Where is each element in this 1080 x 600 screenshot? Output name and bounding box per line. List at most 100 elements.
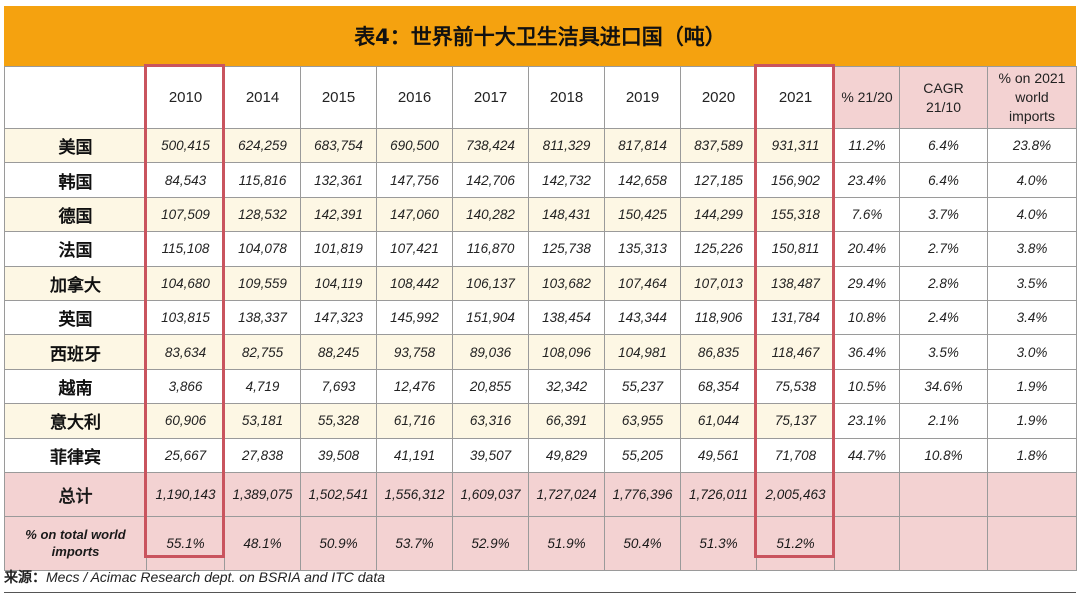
value-cell: 143,344 xyxy=(604,299,681,336)
share-cell: 3.4% xyxy=(987,299,1077,336)
value-cell: 811,329 xyxy=(528,127,605,164)
header-year: 2021 xyxy=(756,66,835,129)
world-share-cell: 50.9% xyxy=(300,515,377,571)
empty-cell xyxy=(834,515,900,571)
value-cell: 127,185 xyxy=(680,162,757,198)
empty-cell xyxy=(987,515,1077,571)
value-cell: 55,328 xyxy=(300,403,377,439)
value-cell: 690,500 xyxy=(376,127,453,164)
world-share-cell: 48.1% xyxy=(224,515,301,571)
value-cell: 12,476 xyxy=(376,368,453,405)
value-cell: 25,667 xyxy=(146,437,225,473)
value-cell: 41,191 xyxy=(376,437,453,473)
country-cell: 加拿大 xyxy=(4,265,147,301)
value-cell: 20,855 xyxy=(452,368,529,405)
share-cell: 1.9% xyxy=(987,368,1077,405)
value-cell: 104,680 xyxy=(146,265,225,301)
share-cell: 1.9% xyxy=(987,403,1077,439)
value-cell: 93,758 xyxy=(376,334,453,370)
country-cell: 西班牙 xyxy=(4,334,147,370)
total-row: 总计 1,190,143 1,389,075 1,502,541 1,556,312 1,… xyxy=(4,471,1077,517)
table-row: 韩国 84,543 115,816 132,361 147,756 142,706 142,… xyxy=(4,162,1077,198)
pct-cell: 23.1% xyxy=(834,403,900,439)
cagr-cell: 2.7% xyxy=(899,231,988,267)
source-label: 来源： xyxy=(4,570,46,586)
value-cell: 88,245 xyxy=(300,334,377,370)
value-cell: 142,658 xyxy=(604,162,681,198)
value-cell: 32,342 xyxy=(528,368,605,405)
header-row: 2010 2014 2015 2016 2017 2018 2019 2020 … xyxy=(4,66,1077,129)
total-value-cell: 1,776,396 xyxy=(604,471,681,517)
value-cell: 27,838 xyxy=(224,437,301,473)
value-cell: 148,431 xyxy=(528,196,605,233)
value-cell: 107,013 xyxy=(680,265,757,301)
cagr-cell: 6.4% xyxy=(899,127,988,164)
header-year: 2014 xyxy=(224,66,301,129)
header-world-share: % on 2021 world imports xyxy=(987,66,1077,129)
header-share-line: % on 2021 xyxy=(998,70,1066,86)
header-year: 2010 xyxy=(146,66,225,129)
value-cell: 142,732 xyxy=(528,162,605,198)
world-share-cell: 52.9% xyxy=(452,515,529,571)
value-cell: 624,259 xyxy=(224,127,301,164)
value-cell: 82,755 xyxy=(224,334,301,370)
value-cell: 108,442 xyxy=(376,265,453,301)
value-cell: 147,756 xyxy=(376,162,453,198)
value-cell: 49,561 xyxy=(680,437,757,473)
header-pct-21-20: % 21/20 xyxy=(834,66,900,129)
value-cell: 83,634 xyxy=(146,334,225,370)
value-cell: 116,870 xyxy=(452,231,529,267)
value-cell: 135,313 xyxy=(604,231,681,267)
country-cell: 法国 xyxy=(4,231,147,267)
value-cell: 118,906 xyxy=(680,299,757,336)
value-cell: 106,137 xyxy=(452,265,529,301)
value-cell: 131,784 xyxy=(756,299,835,336)
header-year: 2015 xyxy=(300,66,377,129)
value-cell: 63,955 xyxy=(604,403,681,439)
pct-cell: 23.4% xyxy=(834,162,900,198)
value-cell: 39,507 xyxy=(452,437,529,473)
value-cell: 104,078 xyxy=(224,231,301,267)
header-year: 2017 xyxy=(452,66,529,129)
header-cagr-line: CAGR xyxy=(923,79,964,96)
country-cell: 越南 xyxy=(4,368,147,405)
header-cagr: CAGR 21/10 xyxy=(899,66,988,129)
value-cell: 104,119 xyxy=(300,265,377,301)
value-cell: 89,036 xyxy=(452,334,529,370)
total-value-cell: 1,389,075 xyxy=(224,471,301,517)
value-cell: 103,815 xyxy=(146,299,225,336)
share-cell: 3.0% xyxy=(987,334,1077,370)
value-cell: 3,866 xyxy=(146,368,225,405)
world-share-cell: 51.9% xyxy=(528,515,605,571)
table-row: 西班牙 83,634 82,755 88,245 93,758 89,036 108,096… xyxy=(4,334,1077,370)
value-cell: 63,316 xyxy=(452,403,529,439)
pct-cell: 10.5% xyxy=(834,368,900,405)
header-share-line: world xyxy=(1015,89,1049,105)
value-cell: 125,738 xyxy=(528,231,605,267)
value-cell: 138,337 xyxy=(224,299,301,336)
pct-cell: 10.8% xyxy=(834,299,900,336)
table-row: 法国 115,108 104,078 101,819 107,421 116,870 125… xyxy=(4,231,1077,267)
country-cell: 英国 xyxy=(4,299,147,336)
value-cell: 55,205 xyxy=(604,437,681,473)
value-cell: 142,706 xyxy=(452,162,529,198)
header-year: 2019 xyxy=(604,66,681,129)
empty-cell xyxy=(987,471,1077,517)
total-value-cell: 2,005,463 xyxy=(756,471,835,517)
value-cell: 155,318 xyxy=(756,196,835,233)
world-share-label: % on total world imports xyxy=(4,515,147,571)
value-cell: 53,181 xyxy=(224,403,301,439)
pct-cell: 7.6% xyxy=(834,196,900,233)
value-cell: 738,424 xyxy=(452,127,529,164)
header-share-line: imports xyxy=(1009,108,1055,124)
value-cell: 108,096 xyxy=(528,334,605,370)
value-cell: 4,719 xyxy=(224,368,301,405)
value-cell: 151,904 xyxy=(452,299,529,336)
value-cell: 71,708 xyxy=(756,437,835,473)
pct-cell: 36.4% xyxy=(834,334,900,370)
cagr-cell: 6.4% xyxy=(899,162,988,198)
country-cell: 德国 xyxy=(4,196,147,233)
total-value-cell: 1,556,312 xyxy=(376,471,453,517)
total-label: 总计 xyxy=(4,471,147,517)
share-cell: 4.0% xyxy=(987,196,1077,233)
